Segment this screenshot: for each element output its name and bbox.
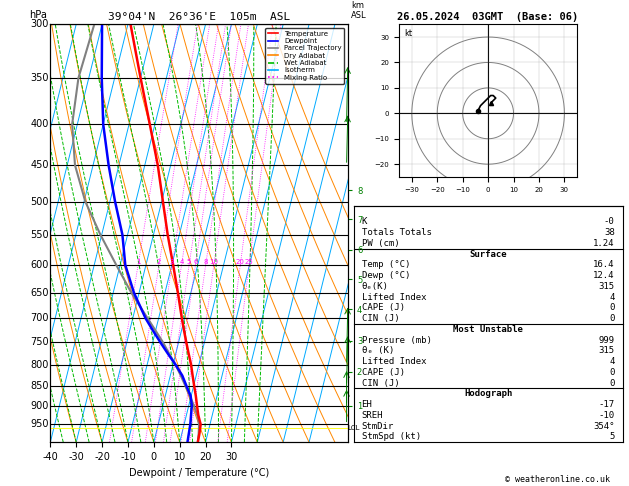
- Text: 1.24: 1.24: [593, 239, 615, 248]
- Text: Dewp (°C): Dewp (°C): [362, 271, 410, 280]
- Text: 5: 5: [187, 259, 191, 265]
- X-axis label: Dewpoint / Temperature (°C): Dewpoint / Temperature (°C): [129, 468, 269, 478]
- Text: 8: 8: [203, 259, 208, 265]
- Text: Lifted Index: Lifted Index: [362, 293, 426, 302]
- Text: Lifted Index: Lifted Index: [362, 357, 426, 366]
- Text: 0: 0: [610, 303, 615, 312]
- Text: 38: 38: [604, 228, 615, 237]
- Text: 500: 500: [30, 197, 49, 207]
- Text: 25: 25: [245, 259, 253, 265]
- Text: PW (cm): PW (cm): [362, 239, 399, 248]
- Text: 450: 450: [30, 160, 49, 170]
- Text: Totals Totals: Totals Totals: [362, 228, 431, 237]
- Text: EH: EH: [362, 400, 372, 409]
- Text: -17: -17: [599, 400, 615, 409]
- Text: 350: 350: [30, 73, 49, 83]
- Text: 300: 300: [30, 19, 49, 29]
- Text: 5: 5: [610, 433, 615, 441]
- Text: 750: 750: [30, 337, 49, 347]
- Text: 354°: 354°: [593, 422, 615, 431]
- Text: StmSpd (kt): StmSpd (kt): [362, 433, 421, 441]
- Text: 900: 900: [30, 400, 49, 411]
- Text: θₑ (K): θₑ (K): [362, 347, 394, 355]
- Text: 20: 20: [236, 259, 245, 265]
- Text: Most Unstable: Most Unstable: [453, 325, 523, 334]
- Text: Pressure (mb): Pressure (mb): [362, 336, 431, 345]
- Text: StmDir: StmDir: [362, 422, 394, 431]
- Text: SREH: SREH: [362, 411, 383, 420]
- Text: 1: 1: [136, 259, 140, 265]
- Text: 4: 4: [179, 259, 184, 265]
- Legend: Temperature, Dewpoint, Parcel Trajectory, Dry Adiabat, Wet Adiabat, Isotherm, Mi: Temperature, Dewpoint, Parcel Trajectory…: [265, 28, 344, 84]
- Text: 315: 315: [599, 282, 615, 291]
- Text: Temp (°C): Temp (°C): [362, 260, 410, 269]
- Text: Hodograph: Hodograph: [464, 389, 512, 399]
- Text: 3: 3: [170, 259, 174, 265]
- Text: CAPE (J): CAPE (J): [362, 303, 404, 312]
- Text: 550: 550: [30, 230, 49, 240]
- Title: 39°04'N  26°36'E  105m  ASL: 39°04'N 26°36'E 105m ASL: [108, 12, 290, 22]
- Text: -10: -10: [599, 411, 615, 420]
- Text: 850: 850: [30, 381, 49, 391]
- Text: CIN (J): CIN (J): [362, 379, 399, 388]
- Text: 6: 6: [193, 259, 198, 265]
- Text: 650: 650: [30, 288, 49, 298]
- Text: km
ASL: km ASL: [351, 0, 367, 20]
- Text: -0: -0: [604, 217, 615, 226]
- Text: 315: 315: [599, 347, 615, 355]
- Text: 999: 999: [599, 336, 615, 345]
- Text: 2: 2: [157, 259, 161, 265]
- Text: © weatheronline.co.uk: © weatheronline.co.uk: [505, 474, 610, 484]
- Text: 0: 0: [610, 379, 615, 388]
- Text: 0: 0: [610, 368, 615, 377]
- Text: 4: 4: [610, 293, 615, 302]
- Text: CAPE (J): CAPE (J): [362, 368, 404, 377]
- Text: hPa: hPa: [30, 10, 47, 20]
- Text: 950: 950: [30, 419, 49, 430]
- Text: LCL: LCL: [348, 425, 360, 431]
- Text: 600: 600: [30, 260, 49, 270]
- Text: 400: 400: [30, 119, 49, 129]
- Text: CIN (J): CIN (J): [362, 314, 399, 323]
- Text: θₑ(K): θₑ(K): [362, 282, 389, 291]
- Text: 16.4: 16.4: [593, 260, 615, 269]
- Text: 12.4: 12.4: [593, 271, 615, 280]
- Text: 700: 700: [30, 313, 49, 324]
- Text: Surface: Surface: [469, 250, 507, 259]
- Text: kt: kt: [404, 29, 412, 38]
- Text: 10: 10: [209, 259, 218, 265]
- Text: 800: 800: [30, 360, 49, 370]
- Title: 26.05.2024  03GMT  (Base: 06): 26.05.2024 03GMT (Base: 06): [398, 12, 579, 22]
- Text: K: K: [362, 217, 367, 226]
- Text: 0: 0: [610, 314, 615, 323]
- Text: 4: 4: [610, 357, 615, 366]
